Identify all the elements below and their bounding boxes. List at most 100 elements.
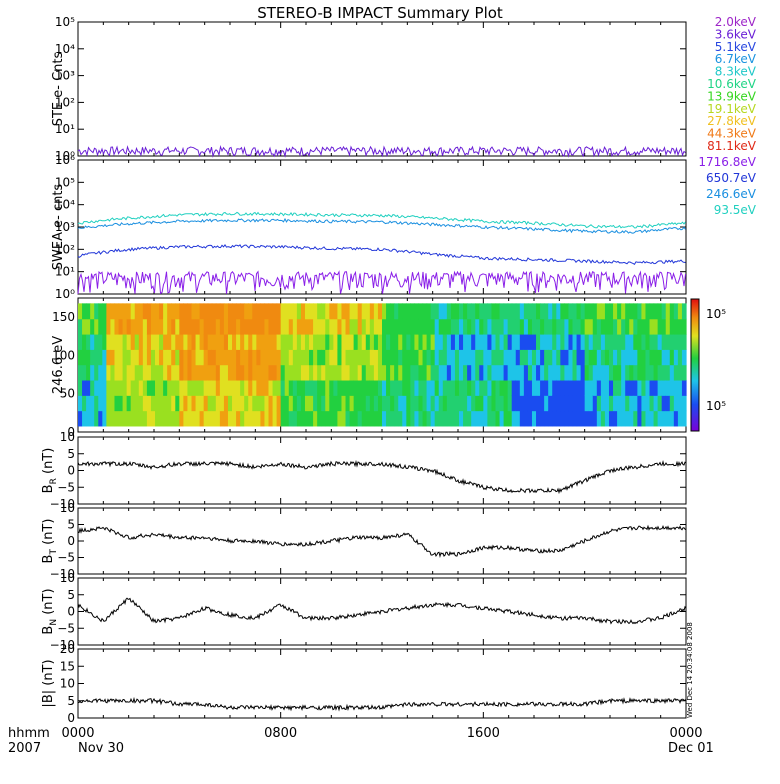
heatmap-cell (560, 410, 565, 427)
heatmap-cell (288, 395, 294, 412)
heatmap-cell (519, 395, 525, 412)
y-tick-label: 10⁵ (55, 175, 75, 189)
heatmap-cell (661, 349, 667, 366)
heatmap-cell (406, 303, 411, 320)
heatmap-cell (552, 410, 557, 427)
heatmap-cell (183, 379, 189, 396)
heatmap-cell (584, 395, 590, 412)
panels: 10⁰ 10¹ 10² 10³ 10⁴ 10⁵ STE e- Cnts 10⁰ 10¹ 10² 10… (41, 15, 726, 725)
heatmap-cell (353, 333, 359, 350)
heatmap-cell (430, 395, 436, 412)
heatmap-cell (195, 410, 201, 427)
heatmap-cell (337, 318, 343, 335)
heatmap-cell (284, 364, 290, 381)
heatmap-cell (491, 349, 497, 366)
heatmap-cell (329, 364, 334, 381)
heatmap-cell (536, 333, 541, 350)
heatmap-cell (600, 333, 606, 350)
heatmap-cell (446, 318, 452, 335)
heatmap-cell (406, 318, 411, 335)
heatmap-cell (373, 379, 379, 396)
heatmap-cell (645, 349, 651, 366)
heatmap-cell (645, 364, 651, 381)
heatmap-cell (519, 318, 525, 335)
heatmap-cell (223, 395, 229, 412)
heatmap-cell (260, 379, 266, 396)
heatmap-cell (167, 379, 172, 396)
y-tick-label: 10⁰ (55, 287, 75, 301)
heatmap-cell (207, 379, 213, 396)
side-stamp: Wed Dec 14 20:34:08 2008 (686, 622, 694, 718)
heatmap-cell (309, 395, 314, 412)
heatmap-cell (134, 395, 140, 412)
heatmap-cell (361, 349, 367, 366)
heatmap-cell (418, 303, 424, 320)
heatmap-cell (203, 303, 209, 320)
heatmap-cell (264, 364, 270, 381)
heatmap-cell (199, 349, 205, 366)
heatmap-cell (572, 364, 578, 381)
heatmap-cell (292, 410, 298, 427)
y-tick-label: −5 (57, 551, 75, 565)
heatmap-cell (418, 349, 424, 366)
heatmap-cell (256, 303, 261, 320)
heatmap-cell (264, 349, 270, 366)
heatmap-cell (175, 303, 180, 320)
heatmap-cell (471, 410, 476, 427)
heatmap-cell (446, 349, 452, 366)
heatmap-cell (515, 318, 521, 335)
y-tick-label: 50 (60, 387, 75, 401)
heatmap-cell (313, 349, 318, 366)
heatmap-cell (288, 410, 294, 427)
heatmap-cell (661, 364, 667, 381)
heatmap-cell (215, 349, 221, 366)
heatmap-cell (519, 364, 525, 381)
heatmap-cell (568, 303, 574, 320)
heatmap-cell (442, 318, 448, 335)
heatmap-cell (191, 318, 197, 335)
heatmap-cell (491, 318, 497, 335)
heatmap-cell (410, 318, 416, 335)
heatmap-cell (641, 364, 647, 381)
heatmap-cell (94, 349, 99, 366)
heatmap-cell (653, 333, 659, 350)
heatmap-cell (503, 410, 509, 427)
heatmap-cell (98, 349, 103, 366)
heatmap-cell (442, 379, 448, 396)
heatmap-cell (463, 410, 468, 427)
heatmap-cell (653, 349, 659, 366)
swea-line (77, 270, 686, 295)
heatmap-cell (98, 333, 103, 350)
heatmap-cell (207, 333, 213, 350)
heatmap-cell (382, 379, 387, 396)
heatmap-cell (487, 410, 493, 427)
heatmap-cell (576, 410, 582, 427)
heatmap-cell (410, 379, 416, 396)
heatmap-cell (349, 364, 355, 381)
heatmap-cell (681, 318, 687, 335)
heatmap-cell (394, 364, 399, 381)
heatmap-cell (365, 410, 371, 427)
heatmap-cell (264, 410, 270, 427)
heatmap-cell (260, 364, 266, 381)
heatmap-cell (236, 410, 241, 427)
heatmap-cell (296, 318, 302, 335)
heatmap-cell (203, 333, 209, 350)
heatmap-cell (337, 333, 343, 350)
heatmap-cell (260, 318, 266, 335)
legend-item: 19.1keV (707, 102, 757, 116)
heatmap-cell (434, 318, 440, 335)
heatmap-cell (78, 379, 83, 396)
heatmap-cell (467, 333, 472, 350)
heatmap-cell (284, 349, 290, 366)
heatmap-cell (536, 395, 541, 412)
y-axis-label: BT (nT) (41, 519, 59, 564)
heatmap-cell (382, 333, 387, 350)
heatmap-cell (106, 303, 112, 320)
heatmap-cell (459, 349, 464, 366)
heatmap-cell (215, 410, 221, 427)
heatmap-cell (463, 364, 468, 381)
heatmap-cell (377, 318, 383, 335)
heatmap-cell (142, 349, 148, 366)
heatmap-cell (130, 379, 136, 396)
